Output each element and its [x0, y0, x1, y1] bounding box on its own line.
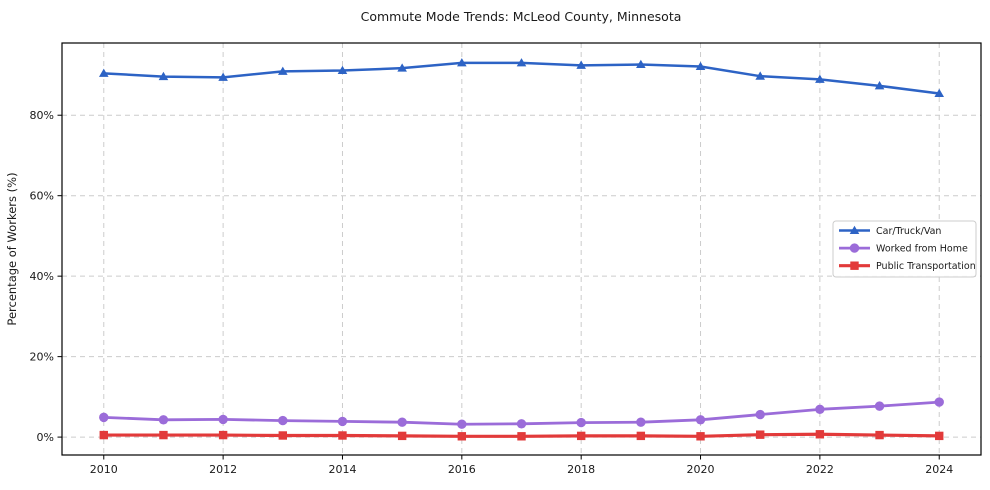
chart-title: Commute Mode Trends: McLeod County, Minn…: [361, 9, 682, 24]
series-marker-car-truck-van: [98, 68, 109, 77]
x-tick-label: 2022: [806, 463, 834, 476]
series-marker-public-transportation: [397, 431, 407, 441]
series-marker-car-truck-van: [815, 74, 825, 83]
legend-label-worked-from-home: Worked from Home: [876, 243, 968, 254]
series-marker-worked-from-home: [636, 417, 646, 427]
series-marker-public-transportation: [875, 430, 884, 440]
x-tick-label: 2024: [925, 463, 953, 476]
legend-marker-public-transportation: [850, 261, 859, 270]
series-marker-car-truck-van: [457, 58, 467, 67]
series-marker-worked-from-home: [934, 397, 944, 407]
y-tick-label: 60%: [30, 189, 54, 202]
series-marker-car-truck-van: [158, 71, 169, 81]
series-marker-public-transportation: [218, 430, 228, 440]
series-marker-public-transportation: [696, 432, 705, 441]
series-marker-worked-from-home: [158, 415, 169, 425]
series-marker-public-transportation: [935, 431, 944, 441]
series-marker-worked-from-home: [278, 415, 288, 426]
series-marker-public-transportation: [99, 430, 108, 440]
series-marker-car-truck-van: [576, 60, 586, 69]
series-marker-public-transportation: [457, 432, 467, 441]
series-marker-car-truck-van: [277, 66, 288, 75]
series-marker-public-transportation: [159, 430, 168, 440]
y-tick-label: 20%: [30, 350, 54, 363]
series-marker-public-transportation: [576, 431, 586, 441]
series-marker-car-truck-van: [934, 88, 945, 97]
y-tick-label: 0%: [37, 431, 54, 444]
legend-label-car-truck-van: Car/Truck/Van: [876, 226, 941, 237]
series-marker-public-transportation: [636, 431, 646, 441]
series-marker-worked-from-home: [337, 416, 348, 427]
series-marker-public-transportation: [815, 430, 825, 439]
legend-marker-car-truck-van: [849, 225, 860, 234]
series-marker-worked-from-home: [576, 417, 586, 428]
series-marker-worked-from-home: [516, 419, 527, 429]
series-marker-worked-from-home: [695, 415, 706, 425]
x-tick-label: 2020: [687, 463, 715, 476]
series-marker-worked-from-home: [99, 412, 109, 423]
series-marker-worked-from-home: [874, 401, 885, 411]
series-marker-worked-from-home: [397, 417, 407, 427]
series-marker-public-transportation: [278, 431, 287, 440]
y-axis-label: Percentage of Workers (%): [5, 172, 19, 325]
x-tick-label: 2012: [209, 463, 237, 476]
legend-marker-worked-from-home: [849, 243, 860, 253]
series-marker-worked-from-home: [815, 404, 825, 415]
x-tick-label: 2016: [448, 463, 476, 476]
series-marker-public-transportation: [338, 431, 347, 440]
legend-label-public-transportation: Public Transportation: [876, 261, 976, 272]
y-tick-label: 80%: [30, 109, 54, 122]
series-marker-car-truck-van: [636, 59, 646, 69]
plot-area: 2010 2012 2014 2016 2018 2020 2022 2024 0% 20% 40%…: [30, 42, 982, 476]
y-tick-label: 40%: [30, 270, 54, 283]
x-tick-label: 2014: [328, 463, 356, 476]
plot-border: [61, 42, 982, 456]
series-marker-public-transportation: [517, 432, 526, 441]
series-marker-car-truck-van: [218, 72, 228, 81]
series-marker-public-transportation: [756, 430, 765, 439]
x-tick-label: 2018: [567, 463, 595, 476]
series-marker-car-truck-van: [695, 61, 706, 71]
series-marker-worked-from-home: [457, 419, 467, 429]
series-marker-worked-from-home: [218, 414, 228, 425]
series-marker-car-truck-van: [516, 58, 527, 67]
series-marker-car-truck-van: [337, 65, 348, 75]
legend-box: [832, 220, 977, 278]
series-marker-car-truck-van: [755, 71, 766, 80]
series-marker-worked-from-home: [755, 409, 765, 420]
series-marker-car-truck-van: [874, 81, 885, 90]
x-tick-label: 2010: [90, 463, 118, 476]
series-line-car-truck-van: [102, 61, 941, 95]
series-marker-car-truck-van: [397, 63, 407, 72]
